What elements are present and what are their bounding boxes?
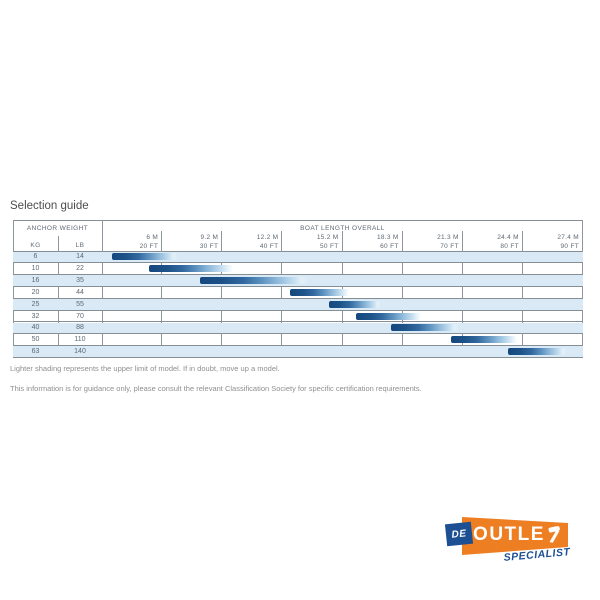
tick-feet: 30 FT bbox=[199, 243, 219, 250]
kg-value: 16 bbox=[31, 277, 40, 285]
kg-value: 20 bbox=[31, 288, 40, 296]
boat-length-gridline bbox=[221, 231, 223, 358]
boat-length-range-bar bbox=[508, 348, 568, 356]
table-row: 20 44 bbox=[13, 287, 583, 299]
tick-feet: 80 FT bbox=[500, 243, 519, 250]
axis-tick-label: 27.4 M 90 FT bbox=[522, 233, 582, 252]
footnote-guidance: This information is for guidance only, p… bbox=[10, 384, 422, 393]
lb-value: 14 bbox=[76, 253, 84, 261]
boat-length-range-bar bbox=[391, 324, 459, 332]
lb-value: 35 bbox=[76, 277, 84, 285]
lb-value: 44 bbox=[76, 288, 84, 296]
outlet-specialist-logo: OUTLE DE SPECIALIST bbox=[444, 504, 592, 574]
weight-chart-separator bbox=[102, 220, 103, 358]
boat-length-range-bar bbox=[289, 288, 349, 296]
kg-value: 6 bbox=[33, 253, 38, 261]
tick-feet: 50 FT bbox=[320, 243, 339, 250]
table-right-border bbox=[582, 220, 583, 358]
axis-tick-label: 15.2 M 50 FT bbox=[282, 233, 342, 252]
table-row: 25 55 bbox=[13, 298, 583, 311]
tick-feet: 90 FT bbox=[560, 243, 579, 250]
boat-length-range-bar bbox=[112, 253, 178, 261]
anchor-weight-header: ANCHOR WEIGHT bbox=[26, 225, 89, 232]
tick-meters: 15.2 M bbox=[316, 233, 339, 241]
logo-flag-shape bbox=[462, 517, 568, 555]
tick-meters: 24.4 M bbox=[497, 233, 519, 241]
axis-tick-label: 24.4 M 80 FT bbox=[462, 233, 522, 252]
kg-value: 10 bbox=[31, 265, 40, 273]
axis-tick-label: 6 M 20 FT bbox=[101, 233, 161, 252]
tick-feet: 20 FT bbox=[139, 243, 159, 250]
table-row: 6 14 bbox=[13, 251, 583, 264]
table-left-border bbox=[13, 220, 14, 358]
lb-column-header: LB bbox=[75, 242, 85, 249]
boat-length-header: BOAT LENGTH OVERALL bbox=[300, 225, 385, 232]
kg-column-header: KG bbox=[30, 242, 41, 249]
lb-value: 110 bbox=[74, 336, 86, 344]
boat-length-gridline bbox=[281, 231, 283, 358]
tick-feet: 60 FT bbox=[380, 243, 399, 250]
boat-length-range-bar bbox=[450, 336, 518, 344]
table-row: 50 110 bbox=[13, 334, 583, 347]
table-row: 10 22 bbox=[13, 263, 583, 276]
boat-length-gridline bbox=[461, 231, 463, 358]
lb-value: 140 bbox=[74, 348, 86, 356]
table-top-border bbox=[13, 220, 583, 221]
hammer-icon bbox=[548, 526, 560, 543]
boat-length-range-bar bbox=[329, 300, 381, 308]
footnote-shading: Lighter shading represents the upper lim… bbox=[10, 364, 280, 373]
boat-length-gridline bbox=[401, 231, 403, 358]
tick-meters: 27.4 M bbox=[557, 233, 579, 241]
tick-meters: 21.3 M bbox=[437, 233, 459, 241]
kg-value: 40 bbox=[31, 324, 40, 332]
logo-outlet-wordmark: OUTLE bbox=[466, 519, 568, 551]
lb-value: 55 bbox=[76, 300, 84, 308]
axis-tick-label: 12.2 M 40 FT bbox=[221, 233, 281, 252]
boat-length-range-bar bbox=[356, 312, 421, 320]
axis-tick-label: 18.3 M 60 FT bbox=[342, 233, 402, 252]
kg-value: 50 bbox=[31, 336, 40, 344]
tick-meters: 9.2 M bbox=[200, 233, 219, 241]
boat-length-range-bar bbox=[149, 265, 234, 273]
chart-title: Selection guide bbox=[10, 200, 89, 212]
axis-tick-label: 9.2 M 30 FT bbox=[161, 233, 221, 252]
tick-meters: 18.3 M bbox=[376, 233, 399, 241]
table-row: 16 35 bbox=[13, 275, 583, 287]
selection-guide-table: ANCHOR WEIGHT KG LB BOAT LENGTH OVERALL … bbox=[13, 220, 583, 358]
tick-feet: 40 FT bbox=[259, 243, 279, 250]
tick-meters: 12.2 M bbox=[256, 233, 279, 241]
lb-value: 88 bbox=[76, 324, 84, 332]
logo-de-text: DE bbox=[451, 527, 467, 541]
table-row: 32 70 bbox=[13, 311, 583, 323]
boat-length-range-bar bbox=[200, 277, 310, 285]
lb-value: 22 bbox=[76, 265, 84, 273]
kg-lb-separator bbox=[58, 236, 59, 358]
table-row: 40 88 bbox=[13, 322, 583, 335]
tick-feet: 70 FT bbox=[440, 243, 459, 250]
kg-value: 25 bbox=[31, 300, 40, 308]
boat-length-gridline bbox=[161, 231, 163, 358]
logo-de-badge: DE bbox=[444, 521, 474, 547]
boat-length-gridline bbox=[521, 231, 523, 358]
axis-tick-label: 21.3 M 70 FT bbox=[402, 233, 462, 252]
tick-meters: 6 M bbox=[146, 233, 159, 241]
kg-value: 63 bbox=[31, 348, 40, 356]
table-row: 63 140 bbox=[13, 346, 583, 358]
lb-value: 70 bbox=[76, 312, 84, 320]
kg-value: 32 bbox=[31, 312, 40, 320]
logo-outlet-text: OUTLE bbox=[473, 524, 545, 545]
